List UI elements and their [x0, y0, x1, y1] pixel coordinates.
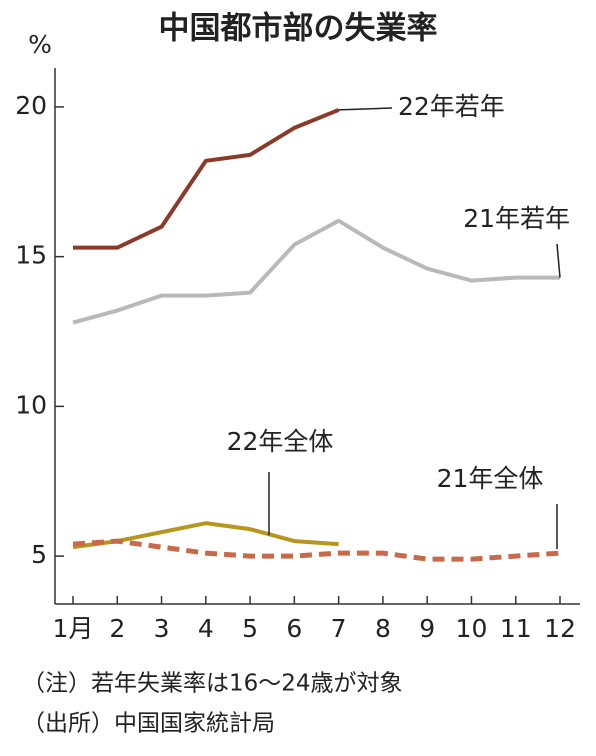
x-tick-label: 2	[109, 614, 125, 643]
leader-line	[338, 107, 393, 111]
series-label: 21年全体	[437, 464, 544, 493]
y-tick-label: 15	[15, 241, 47, 270]
series-line	[73, 108, 340, 250]
series-label: 22年全体	[227, 427, 334, 456]
series-line	[72, 538, 561, 562]
y-tick-label: 10	[15, 390, 47, 419]
x-tick-label: 10	[456, 614, 488, 643]
y-tick-label: 20	[15, 91, 47, 120]
note: （注）若年失業率は16～24歳が対象	[22, 671, 403, 697]
x-tick-label: 3	[154, 614, 170, 643]
x-tick-label: 1月	[53, 614, 94, 643]
y-tick-label: 5	[31, 540, 47, 569]
x-tick-label: 9	[419, 614, 435, 643]
chart-title: 中国都市部の失業率	[159, 11, 438, 47]
source: （出所）中国国家統計局	[22, 711, 275, 737]
y-unit: %	[28, 30, 52, 59]
x-tick-label: 11	[500, 614, 532, 643]
x-tick-label: 6	[286, 614, 302, 643]
x-tick-label: 12	[544, 614, 576, 643]
series-label: 22年若年	[398, 92, 505, 121]
leader-line	[556, 243, 561, 278]
series-label: 21年若年	[463, 204, 570, 233]
x-tick-label: 8	[375, 614, 391, 643]
series-line	[72, 218, 560, 325]
x-tick-label: 7	[331, 614, 347, 643]
x-tick-label: 5	[242, 614, 258, 643]
x-tick-label: 4	[198, 614, 214, 643]
